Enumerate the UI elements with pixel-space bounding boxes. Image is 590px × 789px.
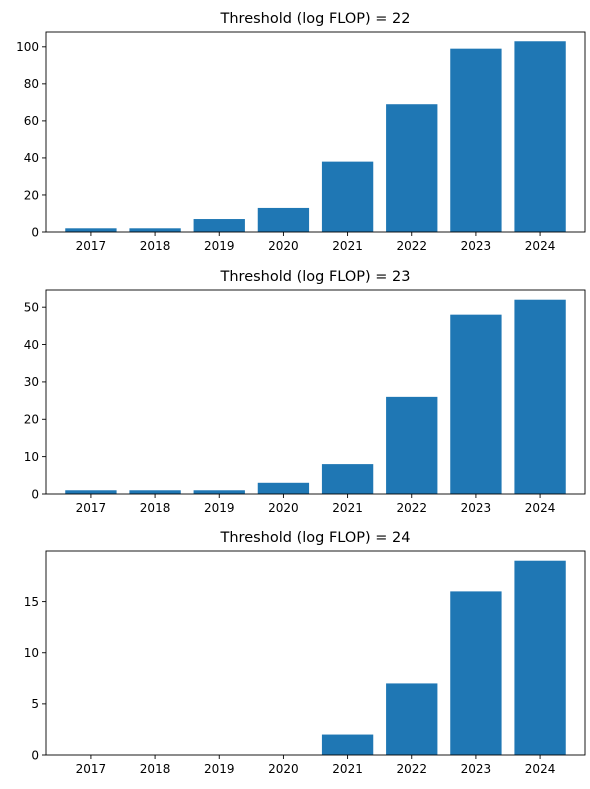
x-tick-label: 2022 [396,762,427,776]
x-tick-label: 2018 [140,762,171,776]
y-tick-label: 40 [24,151,39,165]
x-tick-label: 2023 [461,239,492,253]
chart-title: Threshold (log FLOP) = 24 [220,530,411,546]
chart-title: Threshold (log FLOP) = 23 [220,269,411,285]
x-tick-label: 2021 [332,501,363,515]
x-tick-label: 2020 [268,501,299,515]
y-tick-label: 10 [24,646,39,660]
bar-2017 [65,228,117,232]
y-tick-label: 5 [31,697,39,711]
x-tick-label: 2021 [332,239,363,253]
bar-2020 [257,207,310,232]
bar-2022 [386,683,438,755]
plot-frame [45,31,586,233]
x-tick-label: 2017 [76,762,107,776]
bar-2023 [450,591,502,755]
bar-2020 [257,482,310,494]
plot-frame [45,289,586,495]
x-tick-label: 2022 [396,239,427,253]
bar-2017 [65,490,117,494]
bar-2024 [514,41,566,233]
bar-2024 [514,299,566,494]
y-tick-label: 0 [31,487,39,501]
y-tick-label: 40 [24,338,39,352]
bar-2023 [450,48,502,232]
x-tick-label: 2024 [525,239,556,253]
y-tick-label: 20 [24,188,39,202]
x-tick-label: 2019 [204,762,235,776]
y-tick-label: 10 [24,450,39,464]
chart-panel-threshold-22: Threshold (log FLOP) = 22 2017 2018 2019 20… [16,11,586,253]
chart-panel-threshold-24: Threshold (log FLOP) = 24 2017 2018 2019 20… [24,530,586,776]
x-tick-label: 2023 [461,762,492,776]
x-tick-label: 2024 [525,762,556,776]
y-tick-label: 0 [31,748,39,762]
x-tick-label: 2020 [268,762,299,776]
y-tick-label: 20 [24,413,39,427]
x-tick-label: 2019 [204,501,235,515]
x-tick-label: 2017 [76,239,107,253]
x-tick-label: 2017 [76,501,107,515]
x-tick-label: 2023 [461,501,492,515]
bar-2018 [129,490,181,494]
y-tick-label: 100 [16,40,39,54]
x-tick-label: 2024 [525,501,556,515]
bar-2019 [193,490,245,494]
x-tick-label: 2022 [396,501,427,515]
bar-2018 [129,228,181,232]
x-tick-label: 2020 [268,239,299,253]
bar-2022 [386,396,438,494]
bar-2019 [193,219,245,232]
x-tick-label: 2019 [204,239,235,253]
y-tick-label: 15 [24,595,39,609]
y-tick-label: 80 [24,77,39,91]
x-tick-label: 2018 [140,501,171,515]
y-tick-label: 60 [24,114,39,128]
y-tick-label: 50 [24,300,39,314]
x-tick-label: 2021 [332,762,363,776]
bar-2021 [321,734,374,755]
bar-2021 [321,161,374,232]
chart-panel-threshold-23: Threshold (log FLOP) = 23 2017 2018 2019 20… [24,269,586,515]
y-tick-label: 0 [31,225,39,239]
x-tick-label: 2018 [140,239,171,253]
bar-2024 [514,560,566,755]
bar-2022 [386,104,438,232]
y-tick-label: 30 [24,375,39,389]
bar-2023 [450,314,502,494]
bar-2021 [321,464,374,494]
plot-frame [45,550,586,756]
chart-title: Threshold (log FLOP) = 22 [220,11,411,27]
